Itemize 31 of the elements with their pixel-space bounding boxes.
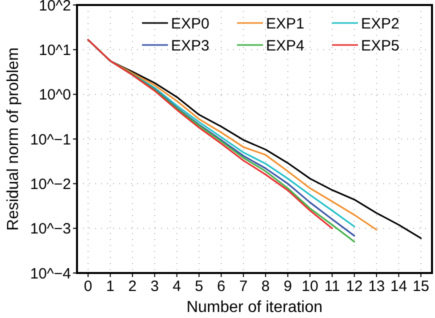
x-tick-label: 1: [106, 278, 114, 295]
y-tick-label: 10^1: [38, 42, 71, 59]
x-tick-label: 5: [194, 278, 204, 295]
x-tick-label: 7: [239, 278, 248, 295]
x-tick-label: 15: [412, 278, 430, 295]
x-tick-label: 11: [324, 278, 340, 295]
x-tick-label: 9: [284, 278, 292, 295]
legend-label: EXP4: [266, 37, 304, 54]
x-tick-label: 12: [346, 278, 363, 295]
legend-label: EXP0: [171, 15, 210, 32]
x-tick-label: 6: [217, 278, 226, 295]
x-tick-label: 10: [302, 278, 318, 295]
y-tick-label: 10^−4: [30, 265, 71, 282]
legend-label: EXP5: [361, 37, 400, 54]
x-tick-label: 2: [128, 278, 137, 295]
legend-label: EXP3: [171, 37, 210, 54]
y-tick-label: 10^−1: [30, 131, 71, 148]
x-axis-title: Number of iteration: [186, 299, 323, 316]
x-tick-label: 13: [368, 278, 385, 295]
y-tick-label: 10^0: [38, 86, 71, 104]
x-tick-label: 0: [84, 278, 92, 295]
y-tick-label: 10^−3: [30, 220, 71, 238]
x-tick-label: 8: [261, 278, 270, 295]
legend-label: EXP1: [266, 15, 304, 32]
y-axis-title: Residual norm of problem: [5, 47, 22, 231]
x-tick-label: 3: [150, 278, 159, 295]
x-tick-label: 4: [172, 278, 182, 295]
y-tick-label: 10^2: [38, 0, 71, 14]
legend-label: EXP2: [361, 15, 400, 32]
y-tick-label: 10^−2: [30, 176, 71, 193]
x-tick-label: 14: [390, 278, 408, 295]
